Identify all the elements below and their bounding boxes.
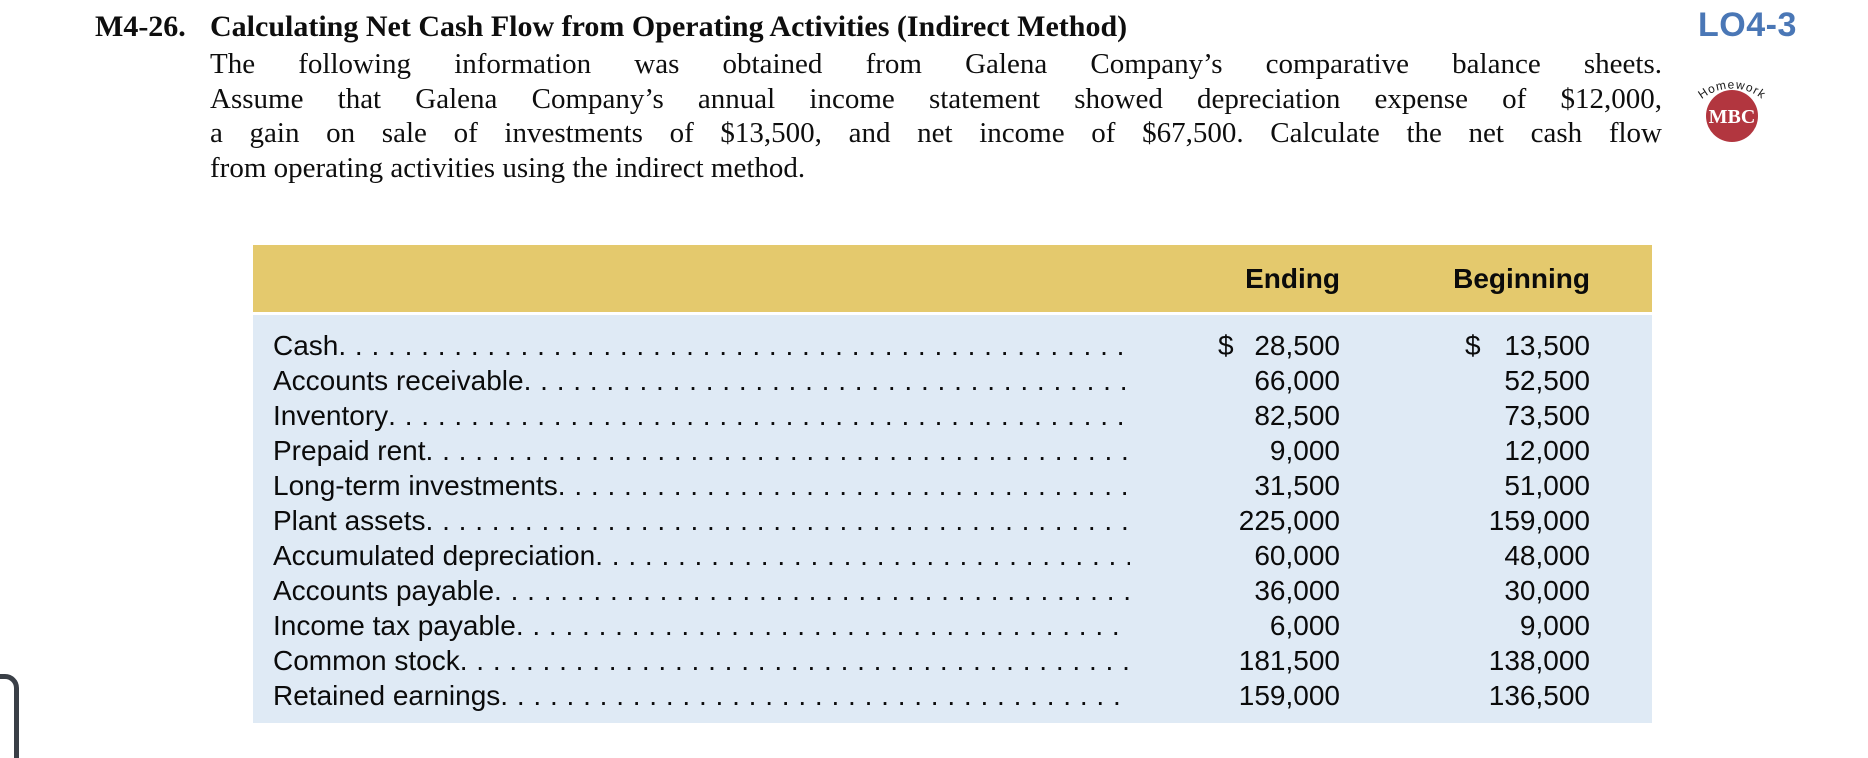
dot-leaders [524,363,1130,398]
cell-value: 9,000 [1519,610,1590,641]
row-label: Cash [273,330,339,361]
row-label: Prepaid rent [273,435,426,466]
table-row: Prepaid rent 9,000 12,000 [273,433,1590,468]
mbc-circle [1706,90,1758,142]
row-label: Inventory [273,400,389,431]
dot-leaders [595,538,1130,573]
dot-leaders [338,328,1130,363]
ending-cell: 82,500 [1130,398,1340,433]
cell-value: 31,500 [1254,470,1340,501]
dot-leaders [426,433,1130,468]
ending-cell: 6,000 [1130,608,1340,643]
problem-title: Calculating Net Cash Flow from Operating… [210,10,1128,43]
cell-value: 36,000 [1254,575,1340,606]
dot-leaders [516,608,1130,643]
cell-value: 181,500 [1238,645,1340,676]
ending-cell: 159,000 [1130,678,1340,713]
table-body: Cash $28,500 $13,500 Accounts receivable… [253,315,1652,723]
cell-value: 66,000 [1254,365,1340,396]
beginning-cell: 12,000 [1340,433,1590,468]
beginning-cell: 30,000 [1340,573,1590,608]
row-label: Accounts payable [273,575,495,606]
beginning-cell: 48,000 [1340,538,1590,573]
cell-value: 51,000 [1504,470,1590,501]
beginning-cell: 73,500 [1340,398,1590,433]
table-row: Plant assets 225,000 159,000 [273,503,1590,538]
beginning-cell: $13,500 [1340,328,1590,363]
table-header-row: Ending Beginning [253,245,1652,312]
cell-value: 73,500 [1504,400,1590,431]
row-label: Plant assets [273,505,426,536]
table-row: Accumulated depreciation 60,000 48,000 [273,538,1590,573]
cell-value: 159,000 [1488,505,1590,536]
table-row: Income tax payable 6,000 9,000 [273,608,1590,643]
ending-cell: 36,000 [1130,573,1340,608]
dot-leaders [558,468,1130,503]
paragraph-line: Assume that Galena Company’s annual inco… [210,82,1662,115]
beginning-cell: 136,500 [1340,678,1590,713]
ending-cell: 9,000 [1130,433,1340,468]
beginning-cell: 52,500 [1340,363,1590,398]
cell-value: 12,000 [1504,435,1590,466]
cell-value: 6,000 [1269,610,1340,641]
cell-value: 52,500 [1504,365,1590,396]
row-label: Income tax payable [273,610,516,641]
dollar-sign: $ [1465,330,1481,361]
cell-value: 28,500 [1254,330,1340,361]
dot-leaders [388,398,1130,433]
cell-value: 225,000 [1238,505,1340,536]
cell-value: 48,000 [1504,540,1590,571]
dot-leaders [460,643,1130,678]
paragraph-line: The following information was obtained f… [210,48,1662,80]
table-row: Inventory 82,500 73,500 [273,398,1590,433]
beginning-cell: 159,000 [1340,503,1590,538]
table-row: Accounts receivable 66,000 52,500 [273,363,1590,398]
table-row: Cash $28,500 $13,500 [273,328,1590,363]
comparative-balance-table: Ending Beginning Cash $28,500 $13,500 Ac… [253,245,1652,723]
cell-value: 60,000 [1254,540,1340,571]
beginning-cell: 51,000 [1340,468,1590,503]
table-row: Long-term investments 31,500 51,000 [273,468,1590,503]
ending-cell: 60,000 [1130,538,1340,573]
row-label: Common stock [273,645,460,676]
beginning-cell: 138,000 [1340,643,1590,678]
ending-cell: 181,500 [1130,643,1340,678]
cell-value: 82,500 [1254,400,1340,431]
cropped-ui-fragment [0,674,19,758]
row-label: Accounts receivable [273,365,524,396]
learning-objective-label: LO4-3 [1698,6,1797,44]
column-header-ending: Ending [1245,262,1340,294]
table-row: Retained earnings 159,000 136,500 [273,678,1590,713]
dollar-sign: $ [1218,330,1234,361]
mbc-homework-badge: Homework MBC [1695,77,1768,142]
column-header-beginning: Beginning [1453,262,1590,294]
cell-value: 138,000 [1488,645,1590,676]
dot-leaders [494,573,1130,608]
ending-cell: 225,000 [1130,503,1340,538]
row-label: Accumulated depreciation [273,540,596,571]
problem-text: The following information was obtained f… [210,47,1662,185]
dot-leaders [426,503,1130,538]
dot-leaders [500,678,1130,713]
table-row: Common stock 181,500 138,000 [273,643,1590,678]
row-label: Retained earnings [273,680,501,711]
cell-value: 9,000 [1269,435,1340,466]
ending-cell: 66,000 [1130,363,1340,398]
ending-cell: 31,500 [1130,468,1340,503]
beginning-cell: 9,000 [1340,608,1590,643]
cell-value: 13,500 [1504,330,1590,361]
paragraph-line: from operating activities using the indi… [210,151,806,184]
ending-cell: $28,500 [1130,328,1340,363]
cell-value: 159,000 [1238,680,1340,711]
mbc-label: MBC [1709,106,1756,128]
paragraph-line: a gain on sale of investments of $13,500… [210,117,1662,150]
cell-value: 30,000 [1504,575,1590,606]
row-label: Long-term investments [273,470,558,501]
table-row: Accounts payable 36,000 30,000 [273,573,1590,608]
problem-number: M4-26. [95,10,186,43]
cell-value: 136,500 [1488,680,1590,711]
